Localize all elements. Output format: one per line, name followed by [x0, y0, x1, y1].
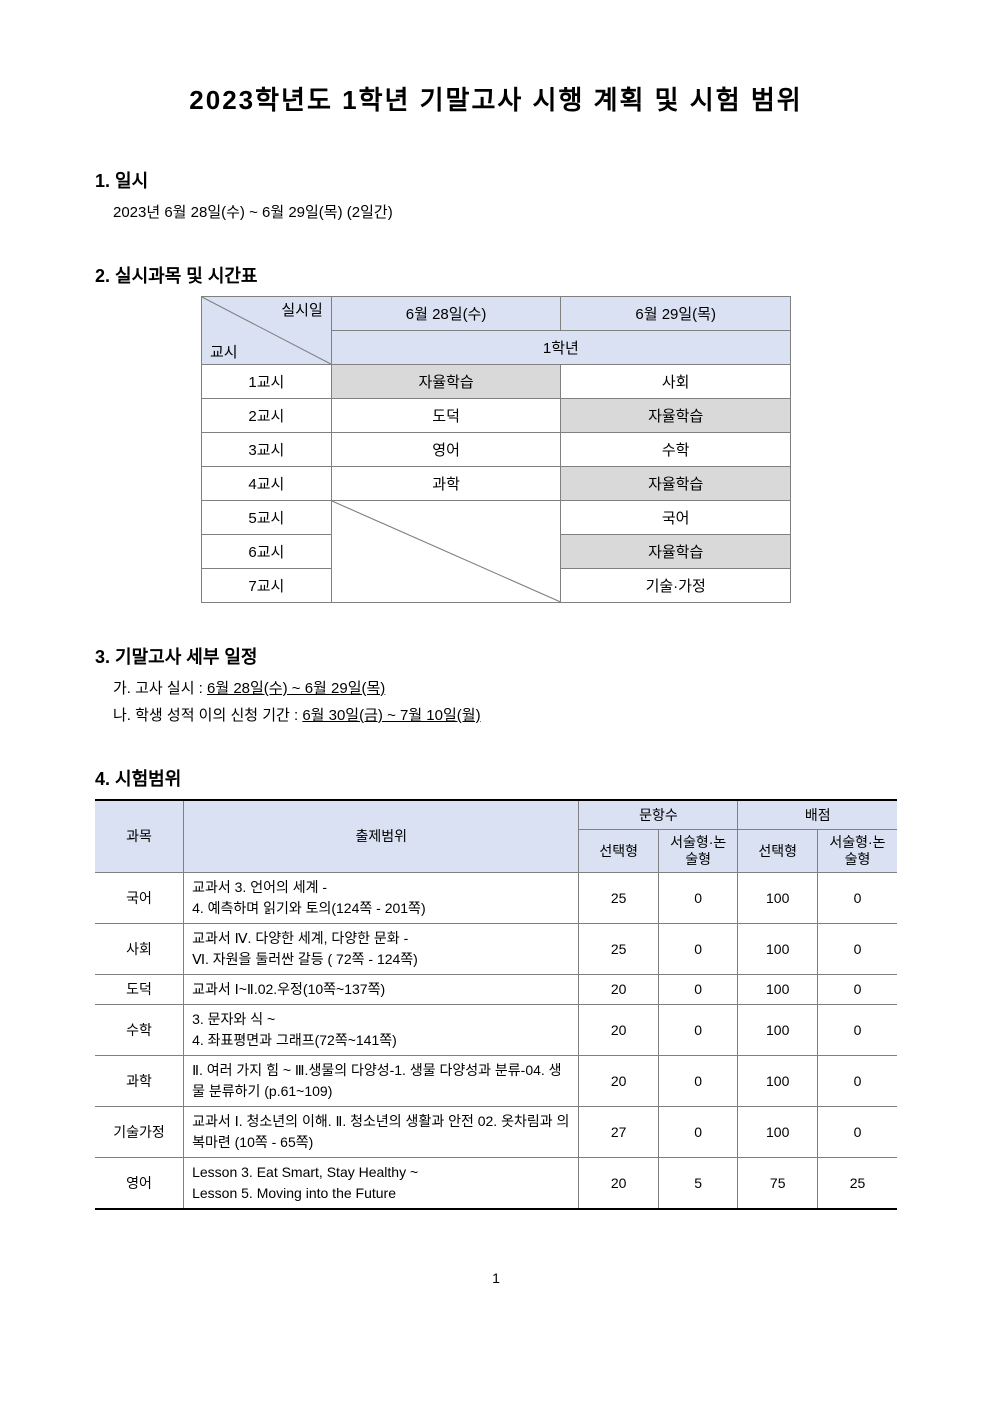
scope-q-choice: 25: [579, 872, 659, 923]
scope-subject: 기술가정: [95, 1106, 184, 1157]
schedule-cell-day2: 국어: [561, 501, 791, 535]
scope-header-scope: 출제범위: [184, 800, 579, 872]
scope-header-subject: 과목: [95, 800, 184, 872]
scope-range: 교과서 Ⅰ. 청소년의 이해. Ⅱ. 청소년의 생활과 안전 02. 옷차림과 …: [184, 1106, 579, 1157]
scope-q-choice: 20: [579, 1055, 659, 1106]
scope-header-points: 배점: [738, 800, 897, 830]
scope-p-choice: 100: [738, 974, 818, 1004]
schedule-cell-day2: 자율학습: [561, 467, 791, 501]
schedule-grade: 1학년: [331, 331, 790, 365]
schedule-cell-day1: 도덕: [331, 399, 561, 433]
schedule-period: 7교시: [202, 569, 332, 603]
scope-header-q-choice: 선택형: [579, 830, 659, 873]
schedule-table: 실시일 교시 6월 28일(수) 6월 29일(목) 1학년 1교시자율학습사회…: [201, 296, 791, 603]
section3-a-prefix: 가. 고사 실시 :: [113, 680, 207, 697]
scope-p-essay: 0: [817, 1004, 897, 1055]
schedule-cell-day2: 수학: [561, 433, 791, 467]
section2-heading: 2. 실시과목 및 시간표: [95, 262, 897, 288]
scope-q-essay: 0: [658, 974, 738, 1004]
scope-header-questions: 문항수: [579, 800, 738, 830]
schedule-period: 2교시: [202, 399, 332, 433]
section3-b-date: 6월 30일(금) ~ 7월 10일(월): [302, 707, 480, 724]
scope-q-choice: 27: [579, 1106, 659, 1157]
section3-b-prefix: 나. 학생 성적 이의 신청 기간 :: [113, 707, 302, 724]
scope-p-essay: 0: [817, 872, 897, 923]
schedule-header-diag: 실시일 교시: [202, 297, 332, 365]
scope-q-essay: 0: [658, 923, 738, 974]
section3-a-date: 6월 28일(수) ~ 6월 29일(목): [207, 680, 385, 697]
section3-item-b: 나. 학생 성적 이의 신청 기간 : 6월 30일(금) ~ 7월 10일(월…: [113, 704, 897, 725]
scope-subject: 국어: [95, 872, 184, 923]
schedule-cell-day2: 자율학습: [561, 399, 791, 433]
scope-range: Ⅱ. 여러 가지 힘 ~ Ⅲ.생물의 다양성-1. 생물 다양성과 분류-04.…: [184, 1055, 579, 1106]
schedule-cell-day1: 영어: [331, 433, 561, 467]
scope-subject: 수학: [95, 1004, 184, 1055]
scope-p-choice: 100: [738, 1055, 818, 1106]
section4-heading: 4. 시험범위: [95, 765, 897, 791]
scope-subject: 과학: [95, 1055, 184, 1106]
diag-label-bottom: 교시: [210, 341, 238, 362]
scope-range: Lesson 3. Eat Smart, Stay Healthy ~Lesso…: [184, 1157, 579, 1209]
scope-q-essay: 0: [658, 1055, 738, 1106]
scope-range: 교과서 Ⅳ. 다양한 세계, 다양한 문화 -Ⅵ. 자원을 둘러싼 갈등 ( 7…: [184, 923, 579, 974]
scope-table: 과목 출제범위 문항수 배점 선택형 서술형·논술형 선택형 서술형·논술형 국…: [95, 799, 897, 1210]
scope-p-essay: 0: [817, 923, 897, 974]
schedule-period: 6교시: [202, 535, 332, 569]
scope-q-choice: 25: [579, 923, 659, 974]
scope-p-essay: 0: [817, 1055, 897, 1106]
schedule-empty-diag: [331, 501, 561, 603]
schedule-cell-day1: 과학: [331, 467, 561, 501]
section1-heading: 1. 일시: [95, 167, 897, 193]
schedule-period: 1교시: [202, 365, 332, 399]
scope-p-essay: 25: [817, 1157, 897, 1209]
scope-p-essay: 0: [817, 1106, 897, 1157]
scope-q-essay: 0: [658, 872, 738, 923]
scope-range: 교과서 3. 언어의 세계 -4. 예측하며 읽기와 토의(124쪽 - 201…: [184, 872, 579, 923]
scope-header-q-essay: 서술형·논술형: [658, 830, 738, 873]
scope-q-essay: 5: [658, 1157, 738, 1209]
document-title: 2023학년도 1학년 기말고사 시행 계획 및 시험 범위: [95, 80, 897, 117]
schedule-day1: 6월 28일(수): [331, 297, 561, 331]
schedule-period: 4교시: [202, 467, 332, 501]
scope-p-choice: 75: [738, 1157, 818, 1209]
scope-q-essay: 0: [658, 1106, 738, 1157]
scope-p-choice: 100: [738, 1106, 818, 1157]
scope-header-p-choice: 선택형: [738, 830, 818, 873]
scope-q-choice: 20: [579, 1157, 659, 1209]
schedule-cell-day2: 기술·가정: [561, 569, 791, 603]
scope-p-choice: 100: [738, 1004, 818, 1055]
schedule-cell-day2: 자율학습: [561, 535, 791, 569]
scope-range: 3. 문자와 식 ~4. 좌표평면과 그래프(72쪽~141쪽): [184, 1004, 579, 1055]
scope-subject: 사회: [95, 923, 184, 974]
schedule-period: 5교시: [202, 501, 332, 535]
scope-q-choice: 20: [579, 974, 659, 1004]
schedule-period: 3교시: [202, 433, 332, 467]
section1-content: 2023년 6월 28일(수) ~ 6월 29일(목) (2일간): [113, 201, 897, 222]
scope-range: 교과서 Ⅰ~Ⅱ.02.우정(10쪽~137쪽): [184, 974, 579, 1004]
schedule-cell-day1: 자율학습: [331, 365, 561, 399]
scope-p-choice: 100: [738, 872, 818, 923]
section3-item-a: 가. 고사 실시 : 6월 28일(수) ~ 6월 29일(목): [113, 677, 897, 698]
scope-q-essay: 0: [658, 1004, 738, 1055]
scope-q-choice: 20: [579, 1004, 659, 1055]
scope-p-essay: 0: [817, 974, 897, 1004]
scope-header-p-essay: 서술형·논술형: [817, 830, 897, 873]
schedule-cell-day2: 사회: [561, 365, 791, 399]
diag-label-top: 실시일: [281, 299, 322, 320]
section3-heading: 3. 기말고사 세부 일정: [95, 643, 897, 669]
scope-p-choice: 100: [738, 923, 818, 974]
scope-subject: 도덕: [95, 974, 184, 1004]
schedule-day2: 6월 29일(목): [561, 297, 791, 331]
page-number: 1: [95, 1270, 897, 1286]
scope-subject: 영어: [95, 1157, 184, 1209]
